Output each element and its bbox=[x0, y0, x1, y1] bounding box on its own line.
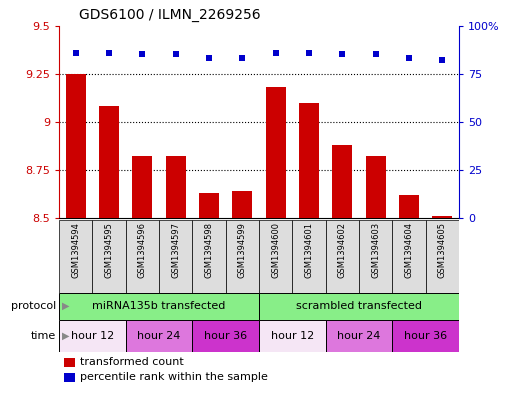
Point bbox=[271, 50, 280, 56]
Bar bbox=[192, 320, 259, 352]
Point bbox=[71, 50, 80, 56]
Bar bbox=[332, 145, 352, 218]
Bar bbox=[59, 220, 92, 293]
Text: miRNA135b transfected: miRNA135b transfected bbox=[92, 301, 226, 311]
Text: GSM1394598: GSM1394598 bbox=[205, 222, 213, 278]
Text: GSM1394605: GSM1394605 bbox=[438, 222, 447, 278]
Bar bbox=[159, 220, 192, 293]
Text: scrambled transfected: scrambled transfected bbox=[296, 301, 422, 311]
Point bbox=[305, 50, 313, 56]
Bar bbox=[259, 220, 292, 293]
Text: GSM1394602: GSM1394602 bbox=[338, 222, 347, 278]
Text: percentile rank within the sample: percentile rank within the sample bbox=[80, 372, 267, 382]
Point bbox=[338, 51, 346, 57]
Text: GSM1394604: GSM1394604 bbox=[405, 222, 413, 278]
Bar bbox=[259, 293, 459, 320]
Bar bbox=[192, 220, 226, 293]
Bar bbox=[59, 293, 259, 320]
Bar bbox=[126, 220, 159, 293]
Bar bbox=[132, 156, 152, 218]
Text: GSM1394600: GSM1394600 bbox=[271, 222, 280, 278]
Bar bbox=[59, 320, 126, 352]
Bar bbox=[426, 220, 459, 293]
Bar bbox=[392, 220, 426, 293]
Text: GDS6100 / ILMN_2269256: GDS6100 / ILMN_2269256 bbox=[79, 8, 261, 22]
Point bbox=[238, 55, 246, 61]
Text: ▶: ▶ bbox=[62, 301, 69, 311]
Text: hour 12: hour 12 bbox=[271, 331, 314, 341]
Bar bbox=[366, 156, 386, 218]
Text: GSM1394597: GSM1394597 bbox=[171, 222, 180, 278]
Bar bbox=[399, 195, 419, 218]
Text: hour 24: hour 24 bbox=[338, 331, 381, 341]
Point bbox=[438, 57, 446, 63]
Text: GSM1394596: GSM1394596 bbox=[138, 222, 147, 278]
Text: protocol: protocol bbox=[11, 301, 56, 311]
Bar bbox=[432, 216, 452, 218]
Point bbox=[171, 51, 180, 57]
Bar bbox=[66, 73, 86, 218]
Bar bbox=[292, 220, 326, 293]
Bar bbox=[226, 220, 259, 293]
Point bbox=[205, 55, 213, 61]
Text: GSM1394595: GSM1394595 bbox=[105, 222, 113, 278]
Point bbox=[371, 51, 380, 57]
Text: GSM1394594: GSM1394594 bbox=[71, 222, 80, 278]
Bar bbox=[99, 107, 119, 218]
Bar bbox=[326, 320, 392, 352]
Text: hour 36: hour 36 bbox=[404, 331, 447, 341]
Bar bbox=[232, 191, 252, 218]
Bar bbox=[359, 220, 392, 293]
Text: time: time bbox=[31, 331, 56, 341]
Point bbox=[138, 51, 146, 57]
Bar bbox=[92, 220, 126, 293]
Bar bbox=[326, 220, 359, 293]
Bar bbox=[392, 320, 459, 352]
Bar bbox=[199, 193, 219, 218]
Bar bbox=[126, 320, 192, 352]
Text: GSM1394601: GSM1394601 bbox=[305, 222, 313, 278]
Text: ▶: ▶ bbox=[62, 331, 69, 341]
Text: transformed count: transformed count bbox=[80, 357, 183, 367]
Point bbox=[405, 55, 413, 61]
Bar bbox=[299, 103, 319, 218]
Bar bbox=[259, 320, 326, 352]
Point bbox=[105, 50, 113, 56]
Text: GSM1394603: GSM1394603 bbox=[371, 222, 380, 278]
Text: GSM1394599: GSM1394599 bbox=[238, 222, 247, 278]
Bar bbox=[166, 156, 186, 218]
Text: hour 12: hour 12 bbox=[71, 331, 114, 341]
Bar bbox=[266, 87, 286, 218]
Text: hour 24: hour 24 bbox=[137, 331, 181, 341]
Text: hour 36: hour 36 bbox=[204, 331, 247, 341]
